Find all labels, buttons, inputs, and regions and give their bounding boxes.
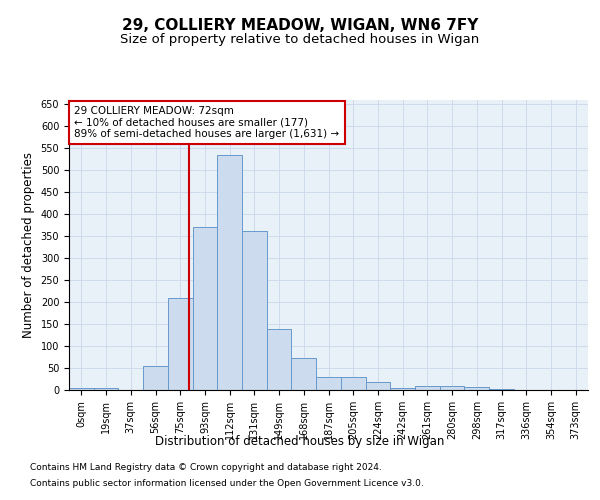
Bar [193,228,217,390]
Bar [94,388,118,390]
Bar [168,298,193,390]
Bar [390,388,415,390]
Bar [242,231,267,390]
Text: Contains public sector information licensed under the Open Government Licence v3: Contains public sector information licen… [30,478,424,488]
Bar [489,389,514,390]
Bar [292,358,316,390]
Bar [69,388,94,390]
Bar [365,382,390,390]
Bar [464,387,489,390]
Text: Contains HM Land Registry data © Crown copyright and database right 2024.: Contains HM Land Registry data © Crown c… [30,464,382,472]
Text: 29, COLLIERY MEADOW, WIGAN, WN6 7FY: 29, COLLIERY MEADOW, WIGAN, WN6 7FY [122,18,478,32]
Text: 29 COLLIERY MEADOW: 72sqm
← 10% of detached houses are smaller (177)
89% of semi: 29 COLLIERY MEADOW: 72sqm ← 10% of detac… [74,106,340,139]
Y-axis label: Number of detached properties: Number of detached properties [22,152,35,338]
Bar [267,330,292,390]
Bar [217,155,242,390]
Text: Distribution of detached houses by size in Wigan: Distribution of detached houses by size … [155,435,445,448]
Bar [143,366,168,390]
Bar [440,386,464,390]
Bar [316,378,341,390]
Bar [415,386,440,390]
Bar [341,378,365,390]
Text: Size of property relative to detached houses in Wigan: Size of property relative to detached ho… [121,32,479,46]
